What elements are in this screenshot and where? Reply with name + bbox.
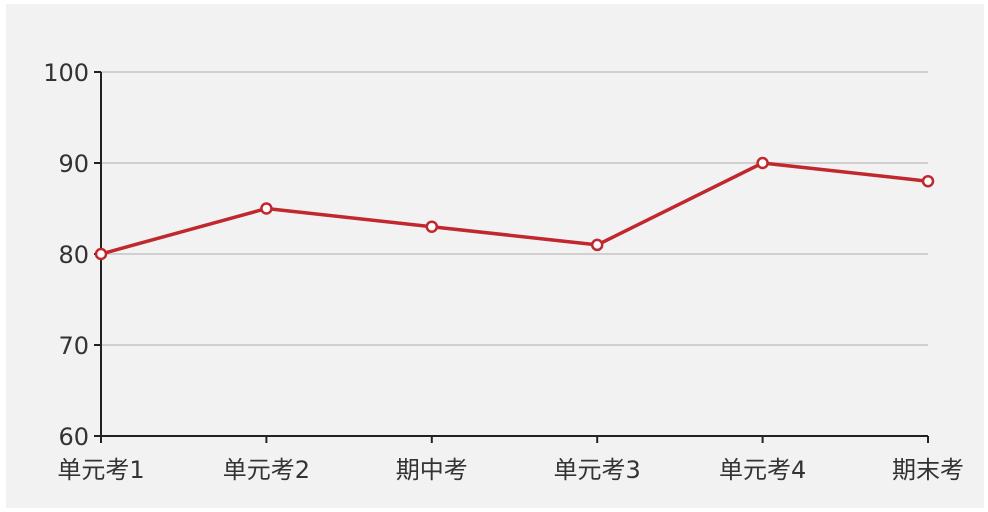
x-tick-label: 期中考 — [396, 456, 468, 484]
data-point-单元考4 — [756, 156, 769, 170]
gridlines — [101, 71, 928, 346]
data-point-期中考 — [425, 220, 439, 233]
x-tick-label: 单元考2 — [223, 456, 310, 484]
data-point-单元考3 — [590, 238, 604, 252]
y-tick-label: 80 — [58, 241, 89, 269]
x-tick-label: 单元考1 — [57, 456, 144, 484]
data-point-期末考 — [921, 174, 935, 188]
data-point-单元考2 — [260, 202, 273, 215]
y-tick-label: 60 — [58, 423, 89, 451]
chart-panel — [6, 4, 984, 508]
series — [94, 156, 935, 261]
y-tick-label: 100 — [43, 59, 89, 87]
axes — [94, 71, 929, 443]
x-tick-label: 单元考4 — [719, 456, 806, 484]
data-point-单元考1 — [94, 247, 108, 261]
y-tick-label: 90 — [58, 150, 89, 178]
x-tick-label: 期末考 — [892, 456, 964, 484]
y-axis-tick-labels: 60 70 80 90 100 — [43, 59, 89, 451]
y-tick-label: 70 — [58, 332, 89, 360]
x-axis-tick-labels: 单元考1 单元考2 期中考 单元考3 单元考4 期末考 — [57, 456, 964, 484]
x-tick-label: 单元考3 — [554, 456, 641, 484]
series-line — [100, 161, 929, 256]
